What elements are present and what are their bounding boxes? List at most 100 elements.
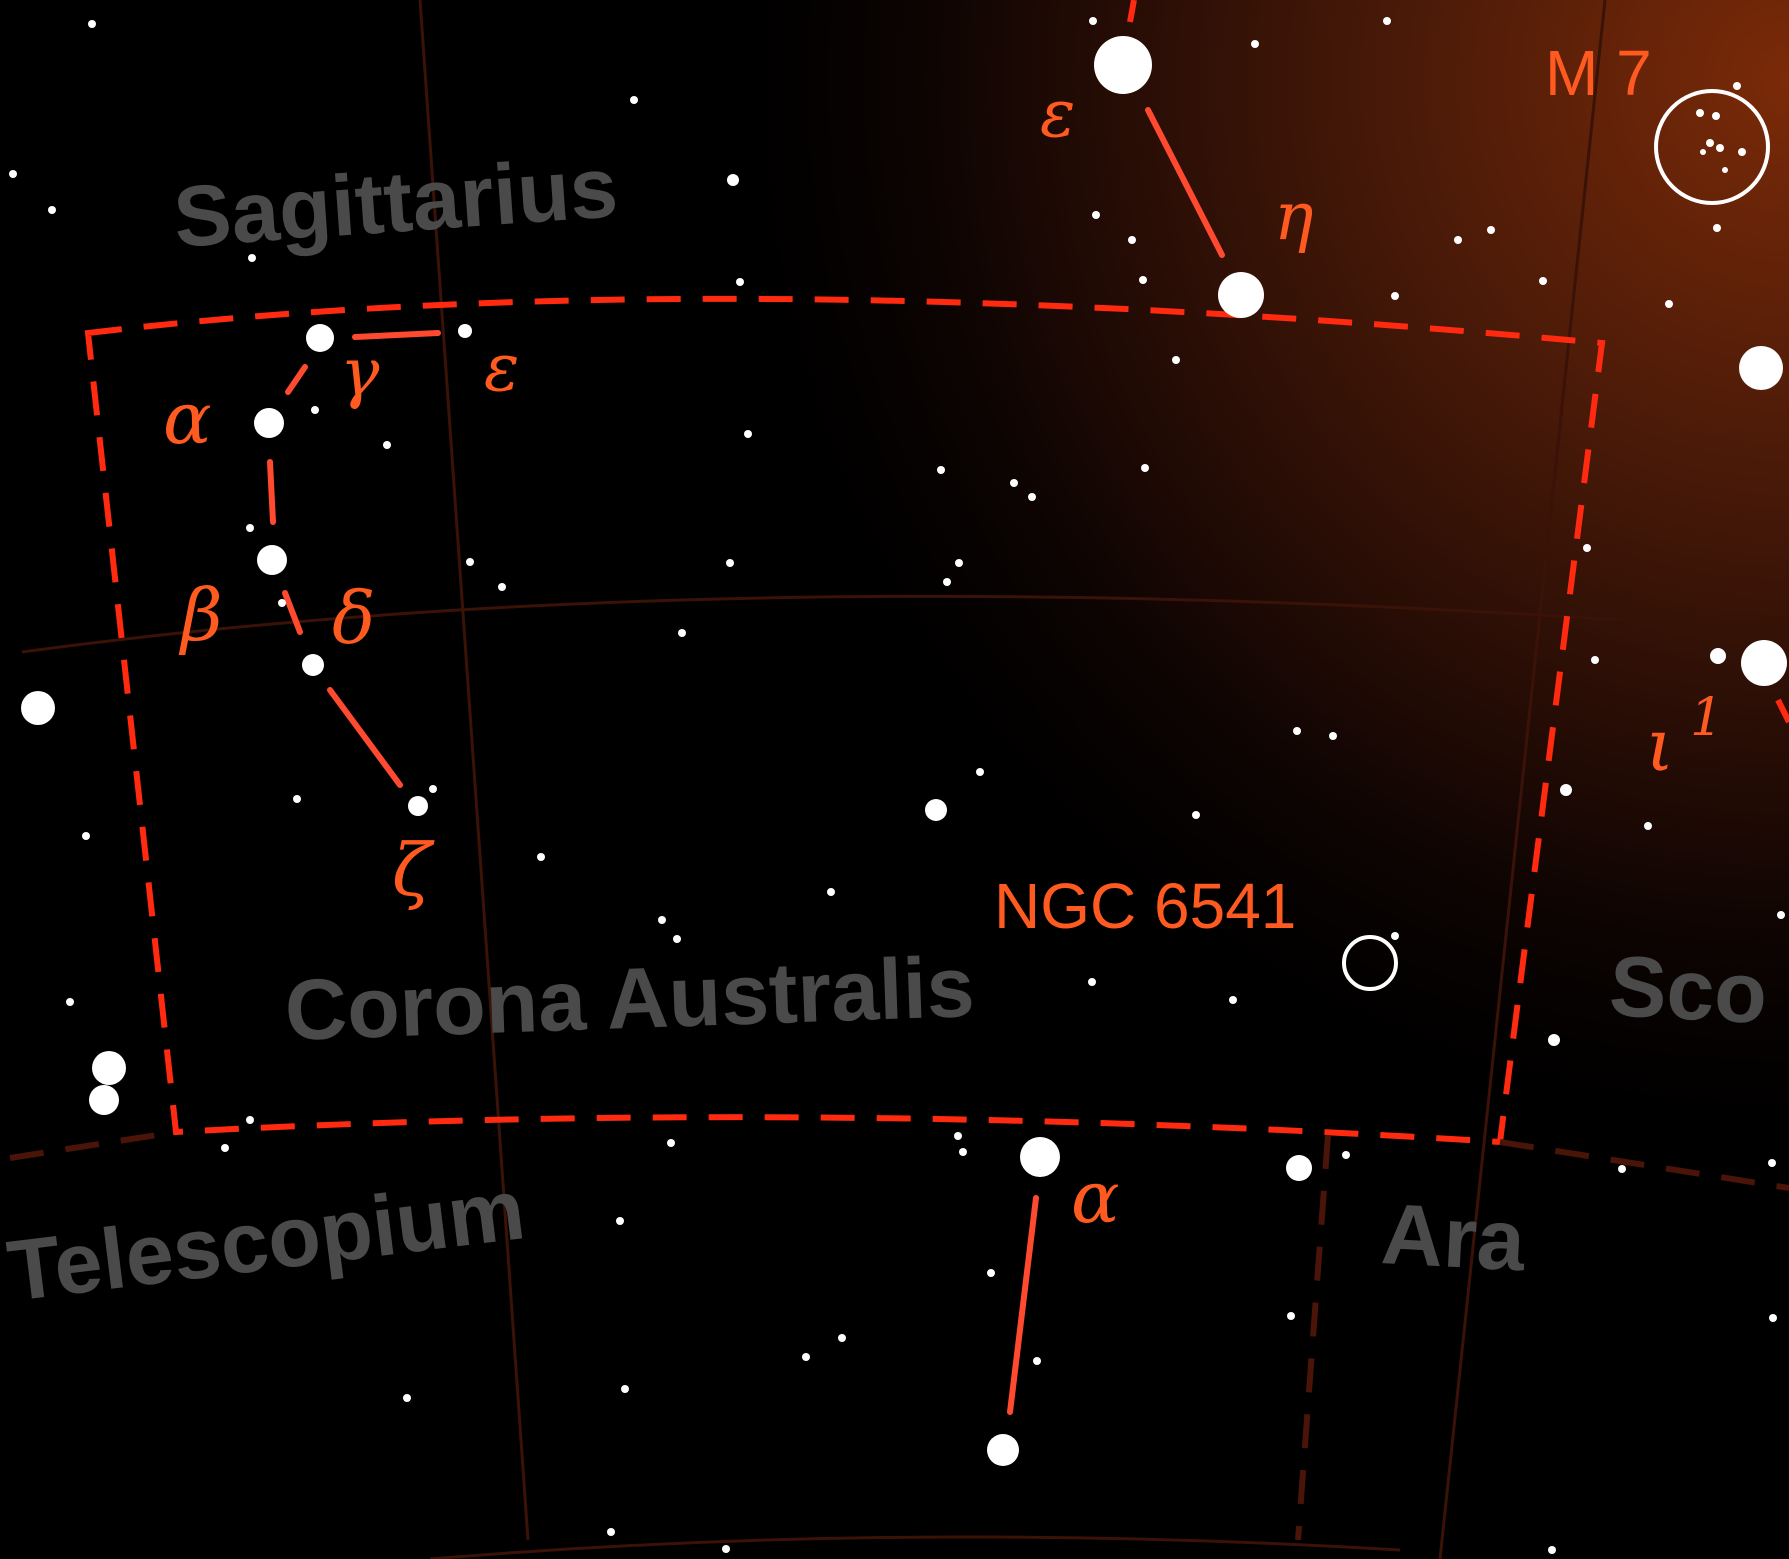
star xyxy=(673,935,681,943)
cra-line-alpha-beta xyxy=(267,459,276,525)
star-cra-zeta[interactable] xyxy=(408,796,428,816)
star xyxy=(802,1353,810,1361)
star-cra-gamma[interactable] xyxy=(306,324,334,352)
star xyxy=(1700,149,1706,155)
star-sco-iota[interactable] xyxy=(1741,640,1787,686)
star xyxy=(403,1394,411,1402)
star xyxy=(537,853,545,861)
label-sco-iota-superscript: 1 xyxy=(1690,688,1723,748)
star xyxy=(1089,17,1097,25)
label-sgr-eta: η xyxy=(1274,178,1314,255)
star xyxy=(630,96,638,104)
label-cra-delta: δ xyxy=(332,576,375,660)
star-cra-beta[interactable] xyxy=(257,545,287,575)
star-sgr-epsilon[interactable] xyxy=(1094,36,1152,94)
star xyxy=(722,1545,730,1553)
star xyxy=(92,1051,126,1085)
star xyxy=(959,1148,967,1156)
star xyxy=(89,1085,119,1115)
star xyxy=(678,629,686,637)
star xyxy=(1644,822,1652,830)
star xyxy=(1696,109,1704,117)
star xyxy=(658,916,666,924)
star xyxy=(1713,224,1721,232)
star xyxy=(88,20,96,28)
stick-figures xyxy=(267,107,1225,1415)
grid-meridian-1 xyxy=(418,0,530,1541)
sco-boundary-right xyxy=(1775,698,1789,724)
star xyxy=(1722,167,1728,173)
star xyxy=(246,1116,254,1124)
star xyxy=(607,1528,615,1536)
star xyxy=(976,768,984,776)
star xyxy=(1293,727,1301,735)
cra-line-gamma-epsilon xyxy=(352,330,441,340)
cra-line-beta-delta xyxy=(282,590,303,635)
star xyxy=(1591,656,1599,664)
label-cra-gamma: γ xyxy=(340,334,380,411)
star xyxy=(1287,1312,1295,1320)
tel-boundary xyxy=(9,1129,177,1161)
star-tel-alpha[interactable] xyxy=(1020,1137,1060,1177)
star xyxy=(21,691,55,725)
constellation-name-ara: Ara xyxy=(1379,1186,1528,1289)
star-cra-epsilon[interactable] xyxy=(458,324,472,338)
coordinate-grid xyxy=(21,0,1621,1559)
ngc6541-cluster-marker[interactable] xyxy=(1342,935,1398,991)
star xyxy=(1329,732,1337,740)
deep-sky-labels: M 7 NGC 6541 xyxy=(994,37,1652,942)
star xyxy=(1618,1165,1626,1173)
field-stars xyxy=(9,17,1785,1554)
star-cra-alpha[interactable] xyxy=(254,408,284,438)
star xyxy=(1033,1357,1041,1365)
m7-cluster-marker[interactable] xyxy=(1654,89,1770,205)
star xyxy=(1777,911,1785,919)
star xyxy=(1712,112,1720,120)
label-m7: M 7 xyxy=(1545,37,1652,109)
star-tel-zeta[interactable] xyxy=(987,1434,1019,1466)
star xyxy=(937,466,945,474)
star-labels: α β γ δ ε ζ ε η α ι 1 xyxy=(163,75,1723,1239)
label-cra-epsilon: ε xyxy=(484,329,519,406)
star xyxy=(1251,40,1259,48)
star xyxy=(221,1144,229,1152)
star xyxy=(246,524,254,532)
cra-line-gamma-alpha xyxy=(285,364,308,395)
star xyxy=(616,1217,624,1225)
star-sgr-eta[interactable] xyxy=(1218,272,1264,318)
star xyxy=(1733,82,1741,90)
star xyxy=(667,1139,675,1147)
star xyxy=(987,1269,995,1277)
star xyxy=(1391,932,1399,940)
star xyxy=(943,578,951,586)
ara-boundary-right xyxy=(1499,1139,1789,1191)
star xyxy=(954,1132,962,1140)
label-cra-beta: β xyxy=(178,573,223,657)
star xyxy=(1706,139,1714,147)
star xyxy=(1560,784,1572,796)
star xyxy=(1286,1155,1312,1181)
star xyxy=(726,559,734,567)
star xyxy=(1487,226,1495,234)
star-sco-g[interactable] xyxy=(1739,346,1783,390)
star xyxy=(1539,277,1547,285)
star xyxy=(9,170,17,178)
tel-line-alpha xyxy=(1007,1195,1039,1415)
star xyxy=(1454,236,1462,244)
named-stars xyxy=(21,36,1787,1466)
star xyxy=(1010,479,1018,487)
star xyxy=(838,1334,846,1342)
star xyxy=(1141,464,1149,472)
star xyxy=(1139,276,1147,284)
grid-parallel-2 xyxy=(429,1535,1401,1559)
star-cra-delta[interactable] xyxy=(302,654,324,676)
star xyxy=(311,406,319,414)
star xyxy=(1342,1151,1350,1159)
grid-parallel-1 xyxy=(21,594,1621,654)
star xyxy=(1716,144,1724,152)
star xyxy=(1391,292,1399,300)
star xyxy=(1092,211,1100,219)
star xyxy=(1548,1034,1560,1046)
label-sco-iota: ι xyxy=(1646,703,1674,787)
star xyxy=(383,441,391,449)
